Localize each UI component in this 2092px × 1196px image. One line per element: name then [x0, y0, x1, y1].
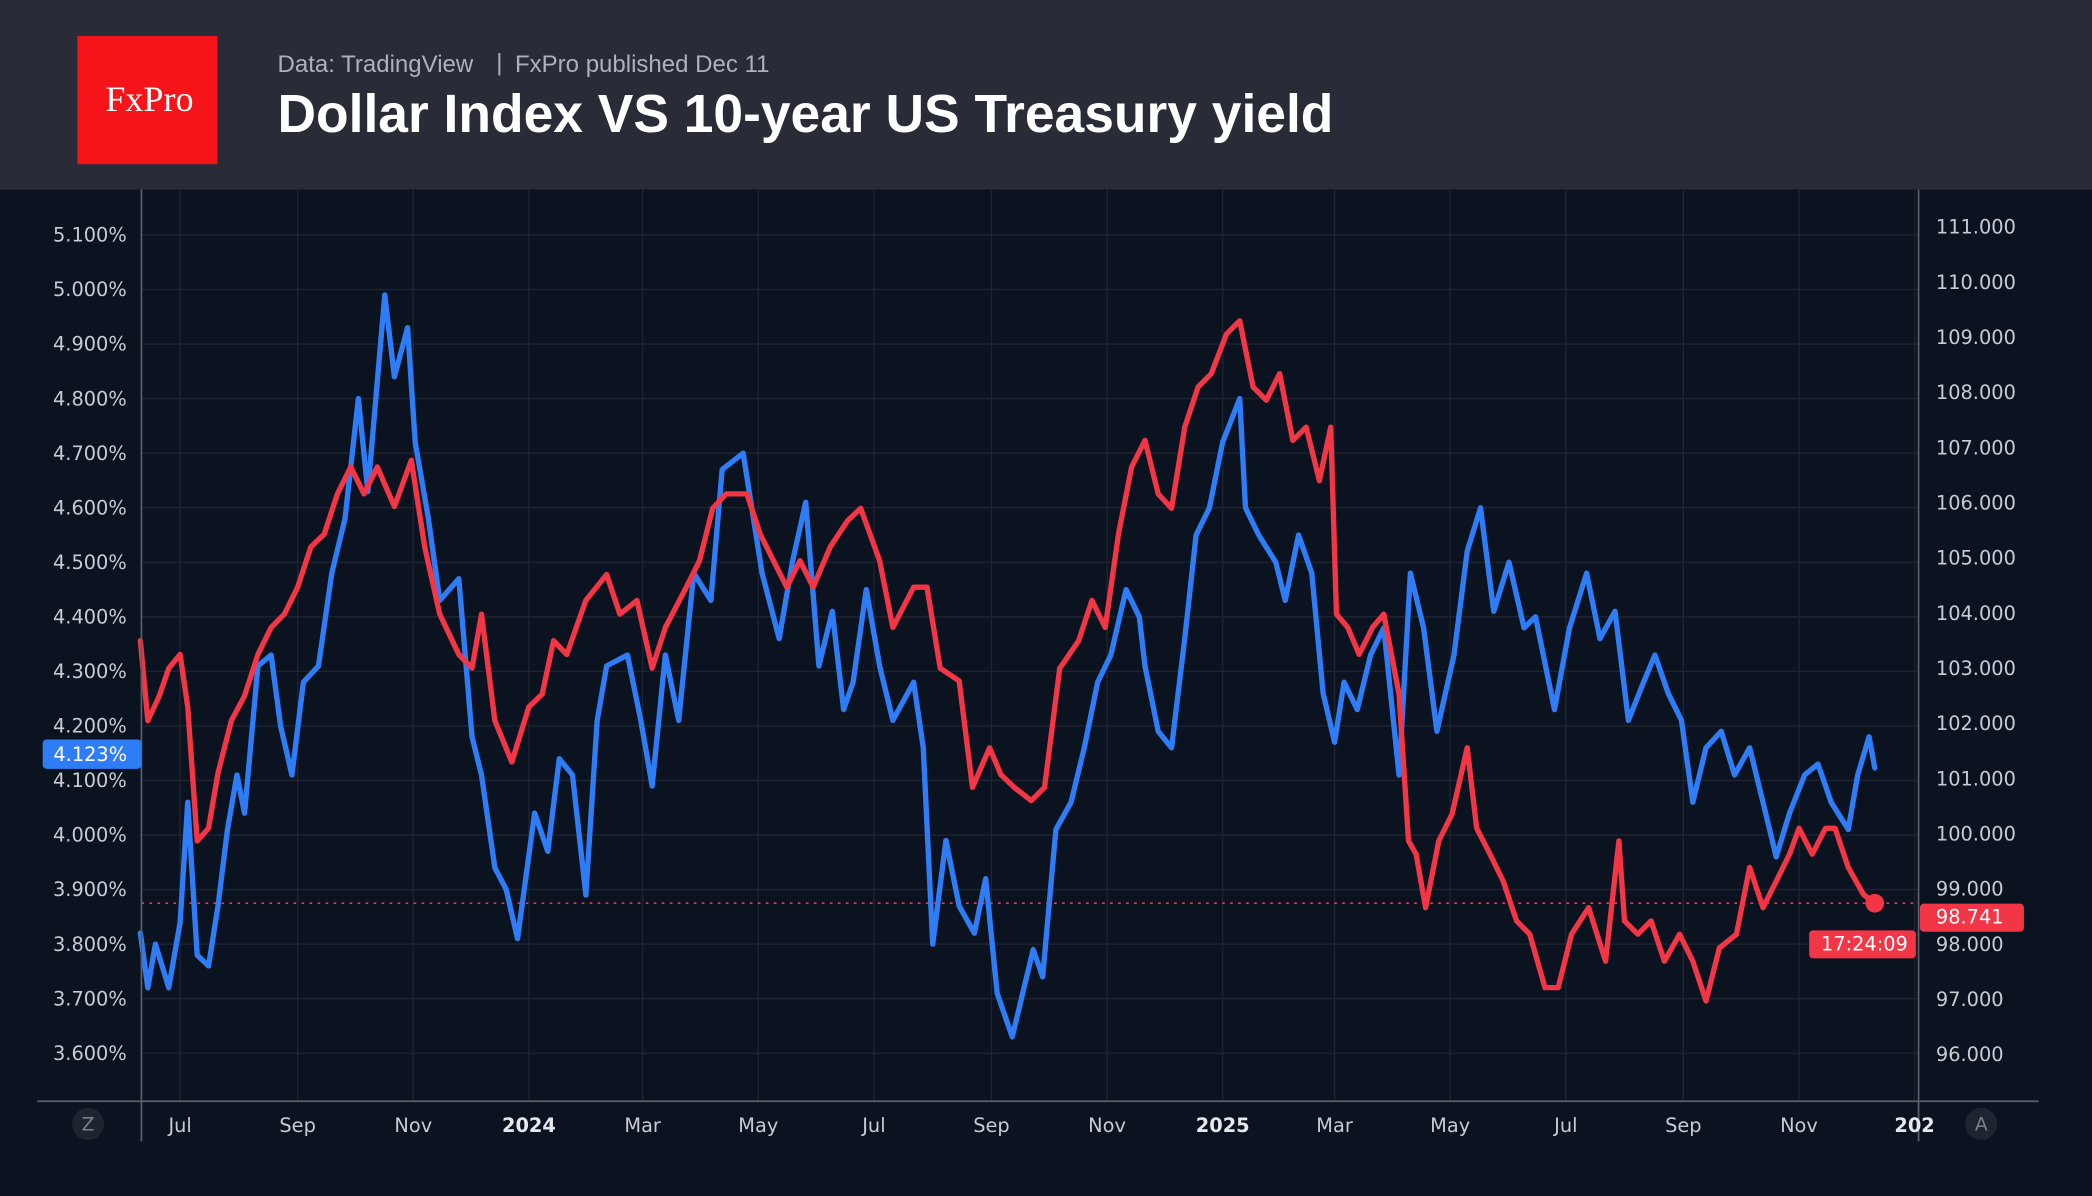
last-value-badges: 4.123% 98.741 17:24:09 [42, 739, 2024, 959]
x-axis-tick-label: Jul [861, 1114, 885, 1137]
x-axis-tick-label: Mar [1316, 1114, 1353, 1137]
x-axis-tick-label: Mar [624, 1114, 661, 1137]
page-title: Dollar Index VS 10-year US Treasury yiel… [278, 85, 1334, 144]
x-axis-tick-label: Nov [1780, 1114, 1818, 1137]
right-axis-tick-label: 98.000 [1936, 933, 2004, 956]
right-axis-tick-label: 109.000 [1936, 326, 2016, 349]
left-axis-tick-label: 3.800% [53, 933, 127, 956]
right-axis-tick-label: 96.000 [1936, 1043, 2004, 1066]
right-axis-tick-label: 108.000 [1936, 381, 2016, 404]
x-axis-tick-label: 202 [1894, 1114, 1934, 1137]
left-axis-tick-label: 4.500% [53, 551, 127, 574]
dxy-series-line [137, 318, 1878, 1004]
yield-series-line [137, 292, 1878, 1040]
x-axis-tick-label: Jul [1553, 1114, 1577, 1137]
dxy-countdown: 17:24:09 [1821, 932, 1908, 955]
left-axis-tick-label: 4.000% [53, 824, 127, 847]
left-axis-tick-label: 4.200% [53, 715, 127, 738]
right-axis-tick-label: 105.000 [1936, 547, 2016, 570]
left-axis-tick-label: 4.100% [53, 769, 127, 792]
separator: | [496, 50, 502, 77]
x-axis-tick-label: May [1430, 1114, 1470, 1137]
yield-last-value: 4.123% [53, 743, 127, 766]
series-lines [137, 292, 1919, 1040]
left-axis-tick-label: 3.600% [53, 1042, 127, 1065]
right-axis-tick-label: 101.000 [1936, 767, 2016, 790]
right-axis-tick-label: 104.000 [1936, 602, 2016, 625]
auto-scale-button-label[interactable]: A [1975, 1115, 1988, 1136]
scale-buttons: Z A [72, 1107, 1998, 1140]
right-axis-tick-label: 110.000 [1936, 271, 2016, 294]
dxy-last-value-badge [1919, 903, 2024, 932]
tick-labels: 5.100% 5.000% 4.900% 4.800% 4.700% 4.600% 4.50… [53, 216, 2016, 1137]
x-axis-tick-label: Nov [1088, 1114, 1126, 1137]
right-axis-tick-label: 107.000 [1936, 436, 2016, 459]
right-axis-tick-label: 102.000 [1936, 712, 2016, 735]
x-axis-tick-label: Sep [279, 1114, 315, 1137]
x-axis-tick-label: Sep [1665, 1114, 1701, 1137]
header-background [0, 0, 2092, 190]
left-axis-tick-label: 4.400% [53, 605, 127, 628]
left-axis-tick-label: 4.900% [53, 333, 127, 356]
left-axis-tick-label: 4.800% [53, 387, 127, 410]
logo-text: FxPro [105, 79, 193, 119]
published-date: FxPro published Dec 11 [515, 51, 769, 78]
right-axis-tick-label: 111.000 [1936, 216, 2016, 239]
left-axis-tick-label: 4.300% [53, 660, 127, 683]
left-axis-tick-label: 3.900% [53, 878, 127, 901]
right-axis-tick-label: 100.000 [1936, 822, 2016, 845]
left-axis-tick-label: 4.700% [53, 442, 127, 465]
left-axis-tick-label: 5.100% [53, 224, 127, 247]
right-axis-tick-label: 106.000 [1936, 491, 2016, 514]
x-axis-tick-label: May [738, 1114, 778, 1137]
x-axis-tick-label: Sep [973, 1114, 1009, 1137]
dxy-countdown-badge [1809, 930, 1916, 959]
dxy-last-value: 98.741 [1936, 906, 2004, 929]
auto-scale-button[interactable]: A [1965, 1107, 1998, 1140]
left-scale-button[interactable]: Z [72, 1107, 105, 1140]
header: FxPro Data: TradingView | FxPro publishe… [0, 0, 2092, 190]
left-axis-tick-label: 5.000% [53, 278, 127, 301]
x-axis-tick-label: 2024 [502, 1114, 556, 1137]
right-axis-tick-label: 97.000 [1936, 988, 2004, 1011]
x-axis-tick-label: Nov [394, 1114, 432, 1137]
left-axis-tick-label: 4.600% [53, 496, 127, 519]
right-axis-tick-label: 99.000 [1936, 878, 2004, 901]
left-scale-button-label[interactable]: Z [82, 1115, 95, 1136]
axes [37, 189, 2039, 1142]
dxy-last-point-marker [1865, 893, 1885, 913]
yield-last-value-badge [42, 739, 142, 769]
x-axis-tick-label: 2025 [1196, 1114, 1250, 1137]
x-axis-tick-label: Jul [167, 1114, 191, 1137]
fxpro-logo [77, 36, 218, 165]
data-source: Data: TradingView [278, 51, 474, 78]
left-axis-tick-label: 3.700% [53, 987, 127, 1010]
right-axis-tick-label: 103.000 [1936, 657, 2016, 680]
